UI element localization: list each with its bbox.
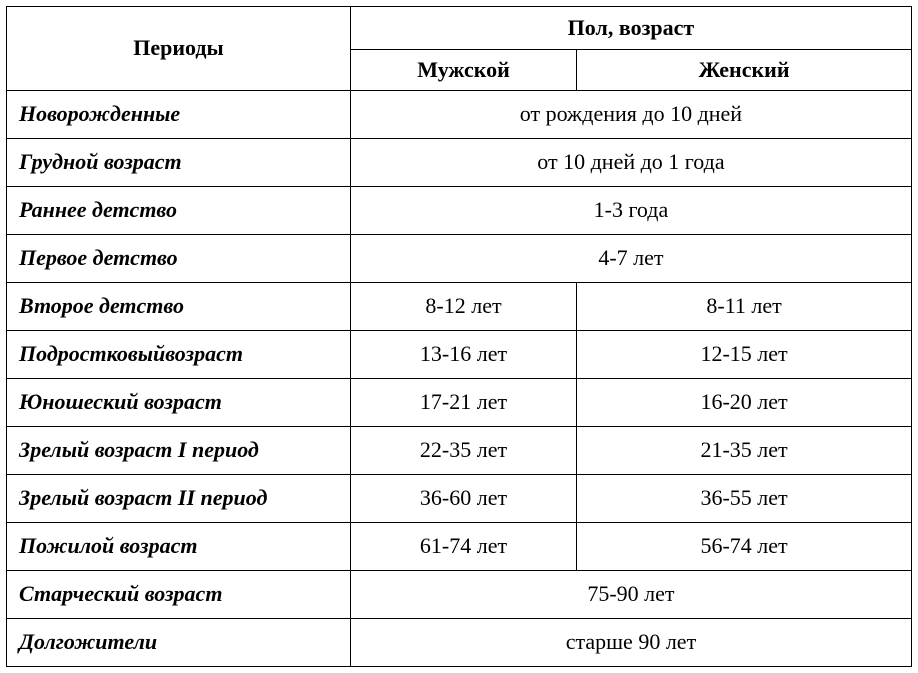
value-both: от рождения до 10 дней — [350, 91, 911, 139]
table-row: Новорожденныеот рождения до 10 дней — [7, 91, 912, 139]
header-male: Мужской — [350, 50, 576, 91]
period-name: Раннее детство — [7, 187, 351, 235]
table-row: Долгожителистарше 90 лет — [7, 619, 912, 667]
value-female: 56-74 лет — [577, 523, 912, 571]
period-name: Зрелый возраст II период — [7, 475, 351, 523]
period-name: Второе детство — [7, 283, 351, 331]
table-row: Старческий возраст75-90 лет — [7, 571, 912, 619]
table-row: Юношеский возраст17-21 лет16-20 лет — [7, 379, 912, 427]
value-male: 36-60 лет — [350, 475, 576, 523]
table-body: Новорожденныеот рождения до 10 днейГрудн… — [7, 91, 912, 667]
value-male: 13-16 лет — [350, 331, 576, 379]
age-periods-table: Периоды Пол, возраст Мужской Женский Нов… — [6, 6, 912, 667]
table-row: Зрелый возраст I период22-35 лет21-35 ле… — [7, 427, 912, 475]
table-row: Первое детство4-7 лет — [7, 235, 912, 283]
header-group: Пол, возраст — [350, 7, 911, 50]
value-female: 8-11 лет — [577, 283, 912, 331]
value-male: 22-35 лет — [350, 427, 576, 475]
table-row: Зрелый возраст II период36-60 лет36-55 л… — [7, 475, 912, 523]
period-name: Первое детство — [7, 235, 351, 283]
header-female: Женский — [577, 50, 912, 91]
value-male: 8-12 лет — [350, 283, 576, 331]
table-header: Периоды Пол, возраст Мужской Женский — [7, 7, 912, 91]
header-periods: Периоды — [7, 7, 351, 91]
value-both: 1-3 года — [350, 187, 911, 235]
period-name: Грудной возраст — [7, 139, 351, 187]
period-name: Подростковыйвозраст — [7, 331, 351, 379]
table-row: Второе детство8-12 лет8-11 лет — [7, 283, 912, 331]
value-female: 16-20 лет — [577, 379, 912, 427]
value-both: старше 90 лет — [350, 619, 911, 667]
value-male: 61-74 лет — [350, 523, 576, 571]
table-row: Грудной возрастот 10 дней до 1 года — [7, 139, 912, 187]
value-male: 17-21 лет — [350, 379, 576, 427]
table-row: Пожилой возраст61-74 лет56-74 лет — [7, 523, 912, 571]
period-name: Новорожденные — [7, 91, 351, 139]
period-name: Зрелый возраст I период — [7, 427, 351, 475]
value-both: 4-7 лет — [350, 235, 911, 283]
period-name: Пожилой возраст — [7, 523, 351, 571]
table-row: Подростковыйвозраст13-16 лет12-15 лет — [7, 331, 912, 379]
table-row: Раннее детство1-3 года — [7, 187, 912, 235]
period-name: Юношеский возраст — [7, 379, 351, 427]
value-female: 12-15 лет — [577, 331, 912, 379]
value-female: 36-55 лет — [577, 475, 912, 523]
value-female: 21-35 лет — [577, 427, 912, 475]
period-name: Старческий возраст — [7, 571, 351, 619]
period-name: Долгожители — [7, 619, 351, 667]
value-both: от 10 дней до 1 года — [350, 139, 911, 187]
value-both: 75-90 лет — [350, 571, 911, 619]
